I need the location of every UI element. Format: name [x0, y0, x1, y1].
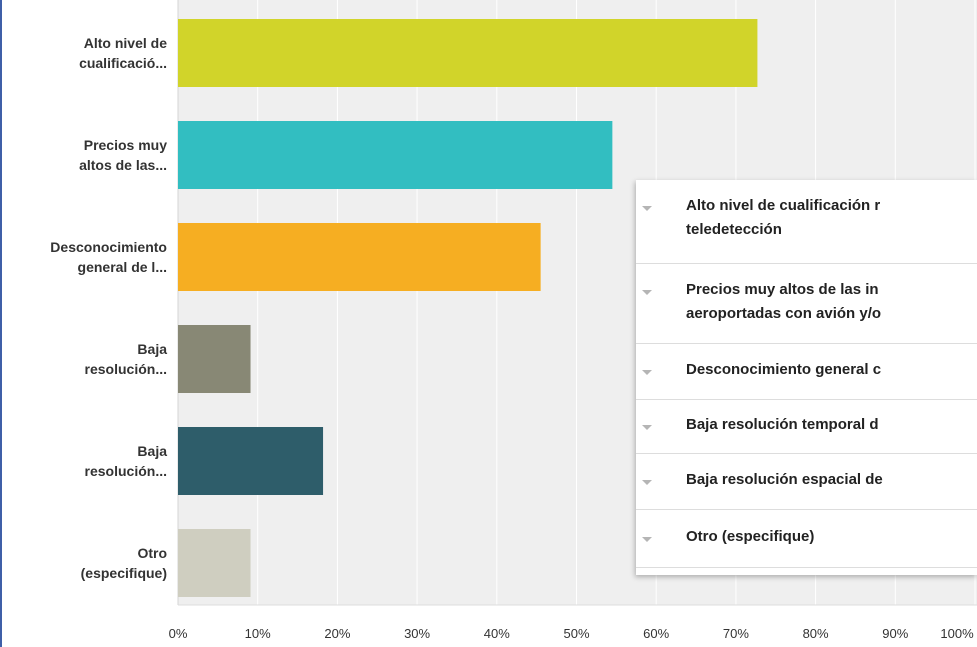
tick-label: 60% [643, 626, 670, 641]
bar-6[interactable] [178, 529, 251, 597]
tick-label: 100% [940, 626, 974, 641]
chevron-down-icon [642, 290, 652, 295]
chevron-down-icon [642, 480, 652, 485]
legend-item-line: Desconocimiento general c [686, 361, 882, 378]
legend-item-1[interactable]: Alto nivel de cualificación r teledetecci… [636, 180, 977, 264]
legend-item-text: Desconocimiento general c [686, 358, 977, 382]
legend-item-line: aeroportadas con avión y/o [686, 305, 882, 322]
legend-item-text: Baja resolución temporal d [686, 413, 977, 437]
legend-item-text: Precios muy altos de las in aeroportadas … [686, 278, 977, 326]
legend-item-text: Baja resolución espacial de [686, 468, 977, 492]
category-label-line: (especifique) [80, 565, 167, 581]
legend-item-line: Precios muy altos de las in [686, 281, 879, 298]
legend-item-line: Baja resolución temporal d [686, 416, 879, 433]
category-label-3: Desconocimiento general de l... [6, 237, 167, 277]
category-label-line: Baja [137, 443, 167, 459]
category-label-line: Otro [137, 545, 167, 561]
category-label-1: Alto nivel de cualificació... [6, 33, 167, 73]
legend-item-line: teledetección [686, 221, 782, 238]
legend-item-line: Baja resolución espacial de [686, 471, 883, 488]
tick-label: 0% [168, 626, 188, 641]
legend-tooltip: Alto nivel de cualificación r teledetecci… [636, 180, 977, 575]
legend-item-4[interactable]: Baja resolución temporal d [636, 400, 977, 454]
bar-3[interactable] [178, 223, 541, 291]
category-label-6: Otro (especifique) [6, 543, 167, 583]
category-label-line: Precios muy [83, 137, 167, 153]
bar-2[interactable] [178, 121, 613, 189]
category-label-line: resolución... [84, 361, 167, 377]
chevron-down-icon [642, 537, 652, 542]
bar-1[interactable] [178, 19, 758, 87]
legend-item-text: Alto nivel de cualificación r teledetecci… [686, 194, 977, 242]
tick-label: 50% [563, 626, 590, 641]
legend-item-6[interactable]: Otro (especifique) [636, 510, 977, 568]
category-label-5: Baja resolución... [6, 441, 167, 481]
legend-item-line: Otro (especifique) [686, 528, 815, 545]
legend-item-line: Alto nivel de cualificación r [686, 197, 881, 214]
window-left-border [0, 0, 2, 647]
tick-label: 30% [404, 626, 431, 641]
category-label-line: altos de las... [79, 157, 167, 173]
tick-label: 10% [244, 626, 271, 641]
legend-item-text: Otro (especifique) [686, 525, 977, 549]
category-label-line: Alto nivel de [83, 35, 167, 51]
category-label-line: cualificació... [79, 55, 167, 71]
category-label-line: Baja [137, 341, 167, 357]
category-label-line: general de l... [77, 259, 167, 275]
legend-item-3[interactable]: Desconocimiento general c [636, 344, 977, 400]
chevron-down-icon [642, 370, 652, 375]
legend-item-5[interactable]: Baja resolución espacial de [636, 454, 977, 510]
legend-item-2[interactable]: Precios muy altos de las in aeroportadas … [636, 264, 977, 344]
chevron-down-icon [642, 206, 652, 211]
bar-4[interactable] [178, 325, 251, 393]
category-label-4: Baja resolución... [6, 339, 167, 379]
category-label-2: Precios muy altos de las... [6, 135, 167, 175]
chevron-down-icon [642, 425, 652, 430]
bar-5[interactable] [178, 427, 324, 495]
tick-label: 80% [802, 626, 829, 641]
tick-label: 40% [483, 626, 510, 641]
category-label-line: Desconocimiento [50, 239, 167, 255]
tick-label: 70% [722, 626, 749, 641]
category-label-line: resolución... [84, 463, 167, 479]
tick-label: 90% [882, 626, 909, 641]
tick-label: 20% [324, 626, 351, 641]
